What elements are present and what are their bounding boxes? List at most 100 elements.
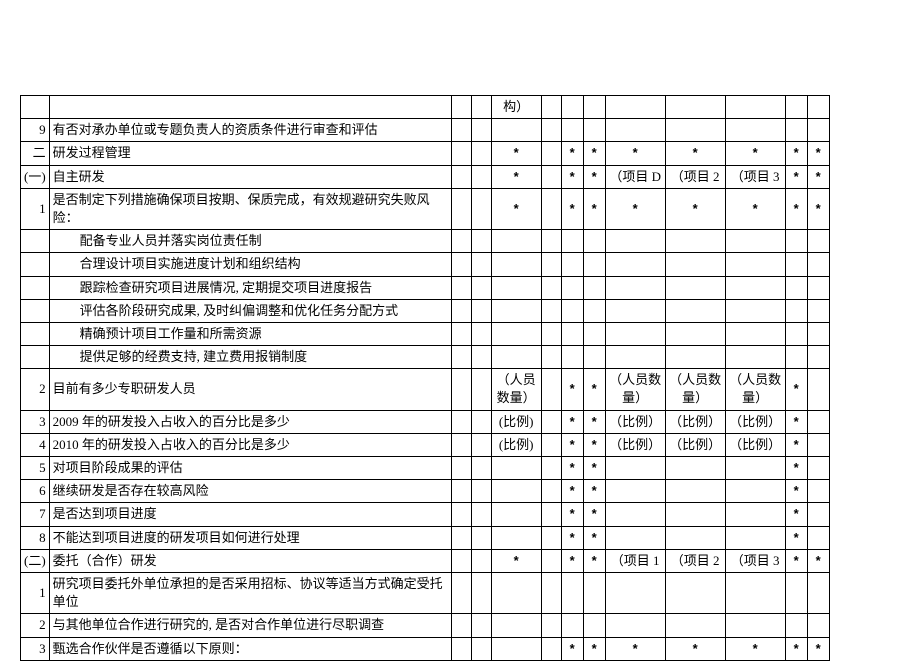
cell-idx [21, 299, 50, 322]
cell-idx [21, 230, 50, 253]
table-row: 7是否达到项目进度*** [21, 503, 830, 526]
table-row: 1是否制定下列措施确保项目按期、保质完成，有效规避研究失败风险：******** [21, 188, 830, 229]
cell-n2 [471, 433, 491, 456]
cell-p2 [665, 346, 725, 369]
cell-idx: 1 [21, 188, 50, 229]
cell-s1 [561, 253, 583, 276]
cell-n4 [541, 142, 561, 165]
cell-s1: * [561, 480, 583, 503]
cell-n2 [471, 142, 491, 165]
cell-desc: 2009 年的研发投入占收入的百分比是多少 [49, 410, 451, 433]
cell-n4 [541, 526, 561, 549]
cell-p3 [725, 322, 785, 345]
cell-idx: 二 [21, 142, 50, 165]
cell-n2 [471, 346, 491, 369]
cell-p3 [725, 457, 785, 480]
cell-s3: * [785, 457, 807, 480]
cell-p2: （项目 2 [665, 165, 725, 188]
cell-desc: 对项目阶段成果的评估 [49, 457, 451, 480]
cell-s4 [807, 230, 829, 253]
cell-s1: * [561, 433, 583, 456]
table-row: (一)自主研发***（项目 D（项目 2（项目 3** [21, 165, 830, 188]
cell-s4 [807, 96, 829, 119]
cell-idx: 8 [21, 526, 50, 549]
cell-n4 [541, 165, 561, 188]
cell-idx [21, 253, 50, 276]
cell-p2 [665, 572, 725, 613]
cell-p3 [725, 96, 785, 119]
cell-s3: * [785, 188, 807, 229]
cell-p1 [605, 96, 665, 119]
cell-s4 [807, 503, 829, 526]
cell-s4 [807, 322, 829, 345]
cell-n3: * [491, 165, 541, 188]
table-row: 跟踪检查研究项目进展情况, 定期提交项目进度报告 [21, 276, 830, 299]
cell-n3 [491, 276, 541, 299]
cell-n2 [471, 119, 491, 142]
cell-n1 [451, 142, 471, 165]
cell-s1: * [561, 369, 583, 410]
cell-p2 [665, 322, 725, 345]
cell-s3: * [785, 526, 807, 549]
cell-p2 [665, 457, 725, 480]
cell-s3 [785, 322, 807, 345]
cell-s4 [807, 410, 829, 433]
cell-idx [21, 322, 50, 345]
cell-s3: * [785, 410, 807, 433]
cell-p2: （项目 2 [665, 549, 725, 572]
table-row: 1研究项目委托外单位承担的是否采用招标、协议等适当方式确定受托单位 [21, 572, 830, 613]
cell-p3 [725, 346, 785, 369]
cell-s2 [583, 322, 605, 345]
cell-n4 [541, 346, 561, 369]
cell-n1 [451, 322, 471, 345]
table-row: 9有否对承办单位或专题负责人的资质条件进行审查和评估 [21, 119, 830, 142]
cell-n1 [451, 526, 471, 549]
cell-p2 [665, 480, 725, 503]
cell-s2: * [583, 369, 605, 410]
cell-p1 [605, 119, 665, 142]
table-row: 2目前有多少专职研发人员（人员数量）**（人员数量）（人员数量）（人员数量）* [21, 369, 830, 410]
cell-p1 [605, 299, 665, 322]
cell-p1: * [605, 188, 665, 229]
cell-desc: 精确预计项目工作量和所需资源 [49, 322, 451, 345]
cell-s4 [807, 346, 829, 369]
cell-n1 [451, 410, 471, 433]
cell-n3 [491, 299, 541, 322]
cell-n4 [541, 96, 561, 119]
table-row: (二)委托（合作）研发***（项目 1（项目 2（项目 3** [21, 549, 830, 572]
cell-s3 [785, 614, 807, 637]
table-row: 3甄选合作伙伴是否遵循以下原则：******* [21, 637, 830, 660]
cell-p3: * [725, 188, 785, 229]
table-row: 5对项目阶段成果的评估*** [21, 457, 830, 480]
table-row: 6继续研发是否存在较高风险*** [21, 480, 830, 503]
cell-n3: （人员数量） [491, 369, 541, 410]
cell-p1 [605, 614, 665, 637]
cell-s4 [807, 433, 829, 456]
cell-p1: （比例） [605, 433, 665, 456]
cell-p2: （比例） [665, 410, 725, 433]
cell-s4: * [807, 188, 829, 229]
cell-s3: * [785, 142, 807, 165]
cell-desc: 2010 年的研发投入占收入的百分比是多少 [49, 433, 451, 456]
cell-n1 [451, 369, 471, 410]
cell-p2 [665, 276, 725, 299]
cell-p3 [725, 503, 785, 526]
cell-desc: 甄选合作伙伴是否遵循以下原则： [49, 637, 451, 660]
cell-p2: （人员数量） [665, 369, 725, 410]
cell-n1 [451, 188, 471, 229]
cell-n3 [491, 322, 541, 345]
cell-n3: 构） [491, 96, 541, 119]
cell-p1 [605, 253, 665, 276]
cell-s4: * [807, 549, 829, 572]
cell-n3 [491, 637, 541, 660]
cell-n3: (比例) [491, 433, 541, 456]
cell-p2 [665, 299, 725, 322]
cell-n3 [491, 526, 541, 549]
cell-p2: （比例） [665, 433, 725, 456]
cell-p3: （人员数量） [725, 369, 785, 410]
cell-n2 [471, 253, 491, 276]
cell-p3 [725, 276, 785, 299]
cell-desc: 不能达到项目进度的研发项目如何进行处理 [49, 526, 451, 549]
cell-p3: （比例） [725, 433, 785, 456]
cell-n3: * [491, 142, 541, 165]
